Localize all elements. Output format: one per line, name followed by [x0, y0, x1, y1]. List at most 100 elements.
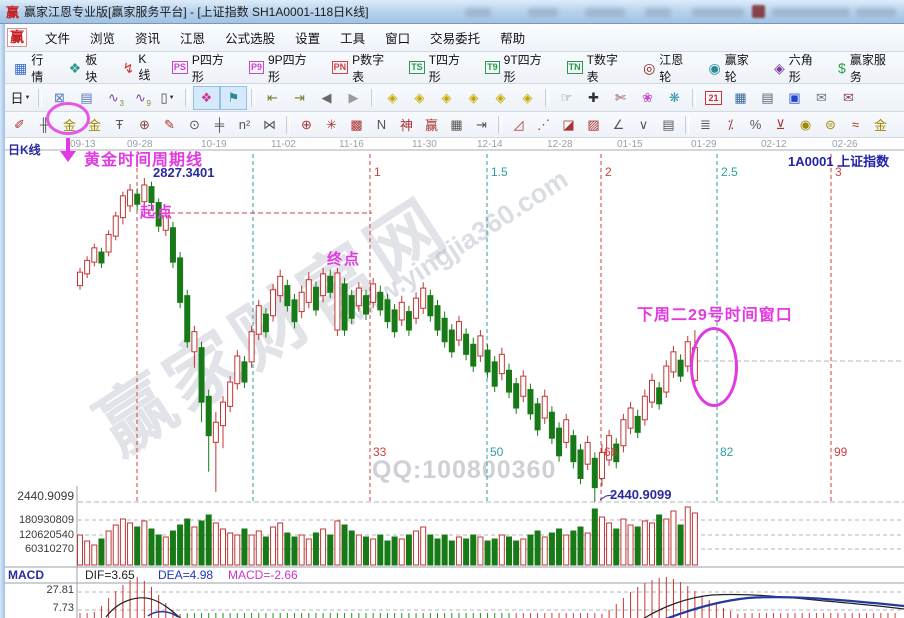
toolbar-sectors[interactable]: ❖ 板块 [62, 51, 116, 85]
diamond-2-icon[interactable]: ◈ [406, 86, 433, 110]
prev-bar-icon[interactable]: ◀ [313, 86, 340, 110]
kite-icon[interactable]: ⋈ [263, 116, 276, 132]
grid-123-icon[interactable]: ▦ [450, 116, 463, 132]
angle-fan-icon[interactable]: ⋰ [537, 116, 550, 132]
angle-lines-icon[interactable]: ∠ [612, 116, 625, 132]
fan-fill-icon[interactable]: ◪ [562, 116, 575, 132]
pen-tool-icon[interactable]: ✎ [164, 116, 175, 132]
fan-lines-icon[interactable]: ◿ [513, 116, 524, 132]
glyph: ▤ [80, 89, 93, 105]
period-selector[interactable]: 日 ▼ [7, 86, 34, 110]
first-bar-icon[interactable]: ⇤ [259, 86, 286, 110]
v-lines-icon[interactable]: ∨ [638, 116, 649, 132]
span-arrow-icon[interactable]: ⇥ [476, 116, 487, 132]
percent-line-icon[interactable]: ⁒ [727, 116, 734, 132]
toolbar-label: 赢家服务 [849, 52, 886, 84]
menu-item-6[interactable]: 工具 [340, 31, 366, 46]
toolbar-winner-service[interactable]: $ 赢家服务 [831, 51, 904, 85]
n-square-icon[interactable]: n² [238, 117, 251, 132]
glyph: ▣ [788, 89, 801, 105]
diamond-1-icon[interactable]: ◈ [379, 86, 406, 110]
toolbar-9t-square[interactable]: T9 9T四方形 [478, 51, 560, 85]
glyph: ◈ [495, 89, 506, 105]
spiral-icon[interactable]: ⊕ [139, 116, 150, 132]
levels-icon[interactable]: ≣ [700, 116, 711, 132]
send-icon[interactable]: ✉ [835, 86, 862, 110]
kline-chart-canvas[interactable] [0, 138, 904, 618]
mail-icon[interactable]: ✉ [808, 86, 835, 110]
ruler-icon[interactable]: ╪ [214, 117, 225, 132]
crosshair-icon[interactable]: ✚ [580, 86, 607, 110]
wave-tool-icon[interactable]: ≈ [851, 117, 860, 132]
toolbar-quotes[interactable]: ▦ 行情 [7, 51, 62, 85]
mark-tool-icon[interactable]: ❀ [634, 86, 661, 110]
info-panel-icon[interactable]: ▤ [73, 86, 100, 110]
toolbar-kline[interactable]: ↯ K线 [116, 52, 165, 83]
n-wave-icon[interactable]: Ν [376, 117, 387, 132]
toolbar-label: P四方形 [191, 52, 224, 84]
brush-tool-icon[interactable]: ✐ [14, 116, 25, 132]
toolbar-t-square[interactable]: TS T四方形 [402, 51, 478, 85]
menu-item-2[interactable]: 资讯 [135, 31, 161, 46]
toolbar-p-square[interactable]: PS P四方形 [165, 51, 242, 85]
wave9-icon[interactable]: ∿ 9 [127, 86, 154, 110]
toolbar-label: 赢家轮 [724, 52, 749, 84]
target-icon[interactable]: ⊕ [301, 116, 312, 132]
toolbar-p-number-table[interactable]: PN P数字表 [325, 51, 403, 85]
diamond-5-icon[interactable]: ◈ [487, 86, 514, 110]
last-bar-icon[interactable]: ⇥ [286, 86, 313, 110]
pattern-tool-icon[interactable]: ❋ [661, 86, 688, 110]
hand-tool-icon[interactable]: ☞ [553, 86, 580, 110]
gann-lines-icon[interactable]: ╫ [39, 117, 50, 132]
date-label: 12-14 [477, 139, 503, 150]
golden-price-icon[interactable]: 金 [87, 118, 101, 133]
diamond-6-icon[interactable]: ◈ [514, 86, 541, 110]
toolbar-gann-wheel[interactable]: ◎ 江恩轮 [636, 51, 701, 85]
f-tool-icon[interactable]: Ŧ [115, 117, 124, 132]
gold-line-icon[interactable]: 金 [873, 118, 887, 133]
zoom-window-icon[interactable]: ⊠ [46, 86, 73, 110]
toolbar-winner-wheel[interactable]: ◉ 赢家轮 [702, 51, 767, 85]
spiral-square-icon[interactable]: ▩ [350, 116, 363, 132]
feature-toolbar: ▦ 行情 ❖ 板块 ↯ K线 PS P四方形 P9 9P四方形 PN P数字表 TS T四方形 T9 9T四方… [0, 52, 904, 84]
percent-icon[interactable]: % [749, 117, 762, 132]
volume-scale-label: 120620540 [18, 528, 74, 541]
wave3-icon[interactable]: ∿ 3 [100, 86, 127, 110]
menu-item-8[interactable]: 交易委托 [430, 31, 481, 46]
diamond-4-icon[interactable]: ◈ [460, 86, 487, 110]
calculator-icon[interactable]: ▦ [727, 86, 754, 110]
ying-tool-icon[interactable]: 赢 [424, 118, 438, 133]
shen-tool-icon[interactable]: 神 [399, 118, 413, 133]
gold-circle-icon[interactable]: ◉ [799, 116, 812, 132]
glyph: ❖ [200, 89, 213, 105]
menu-item-0[interactable]: 文件 [45, 31, 71, 46]
web-icon[interactable]: ✳ [326, 116, 337, 132]
retrace-icon[interactable]: ⊻ [775, 116, 786, 132]
menu-item-9[interactable]: 帮助 [500, 31, 526, 46]
menu-item-7[interactable]: 窗口 [385, 31, 411, 46]
gann-split-icon[interactable]: ❖ [193, 85, 220, 110]
flag-tool-icon[interactable]: ⚑ [220, 85, 247, 110]
toolbar-9p-square[interactable]: P9 9P四方形 [242, 51, 325, 85]
menu-item-3[interactable]: 江恩 [180, 31, 206, 46]
toolbar-hexagon[interactable]: ◈ 六角形 [767, 51, 831, 85]
menu-item-5[interactable]: 设置 [295, 31, 321, 46]
candle-style-icon[interactable]: ▯ ▼ [154, 86, 181, 110]
calendar-icon[interactable]: 21 [700, 86, 727, 110]
save-icon[interactable]: ▣ [781, 86, 808, 110]
toolbar-t-number-table[interactable]: TN T数字表 [560, 51, 636, 85]
scissors-icon[interactable]: ✄ [607, 86, 634, 110]
menu-item-1[interactable]: 浏览 [90, 31, 116, 46]
time-circle-icon[interactable]: ⊙ [189, 116, 200, 132]
diamond-3-icon[interactable]: ◈ [433, 86, 460, 110]
kline-chart-area[interactable]: 赢家财富网 www.yingjia360.com QQ:100800360 09… [0, 138, 904, 618]
fan-grid-icon[interactable]: ▨ [587, 116, 600, 132]
glyph: ❀ [642, 89, 653, 105]
menu-item-4[interactable]: 公式选股 [225, 31, 276, 46]
next-bar-icon[interactable]: ▶ [340, 86, 367, 110]
glyph: ◈ [414, 89, 425, 105]
blurred-item [645, 8, 671, 17]
gold-level-icon[interactable]: ⊜ [825, 116, 836, 132]
notepad-icon[interactable]: ▤ [754, 86, 781, 110]
grid-tool-icon[interactable]: ▤ [662, 116, 675, 132]
